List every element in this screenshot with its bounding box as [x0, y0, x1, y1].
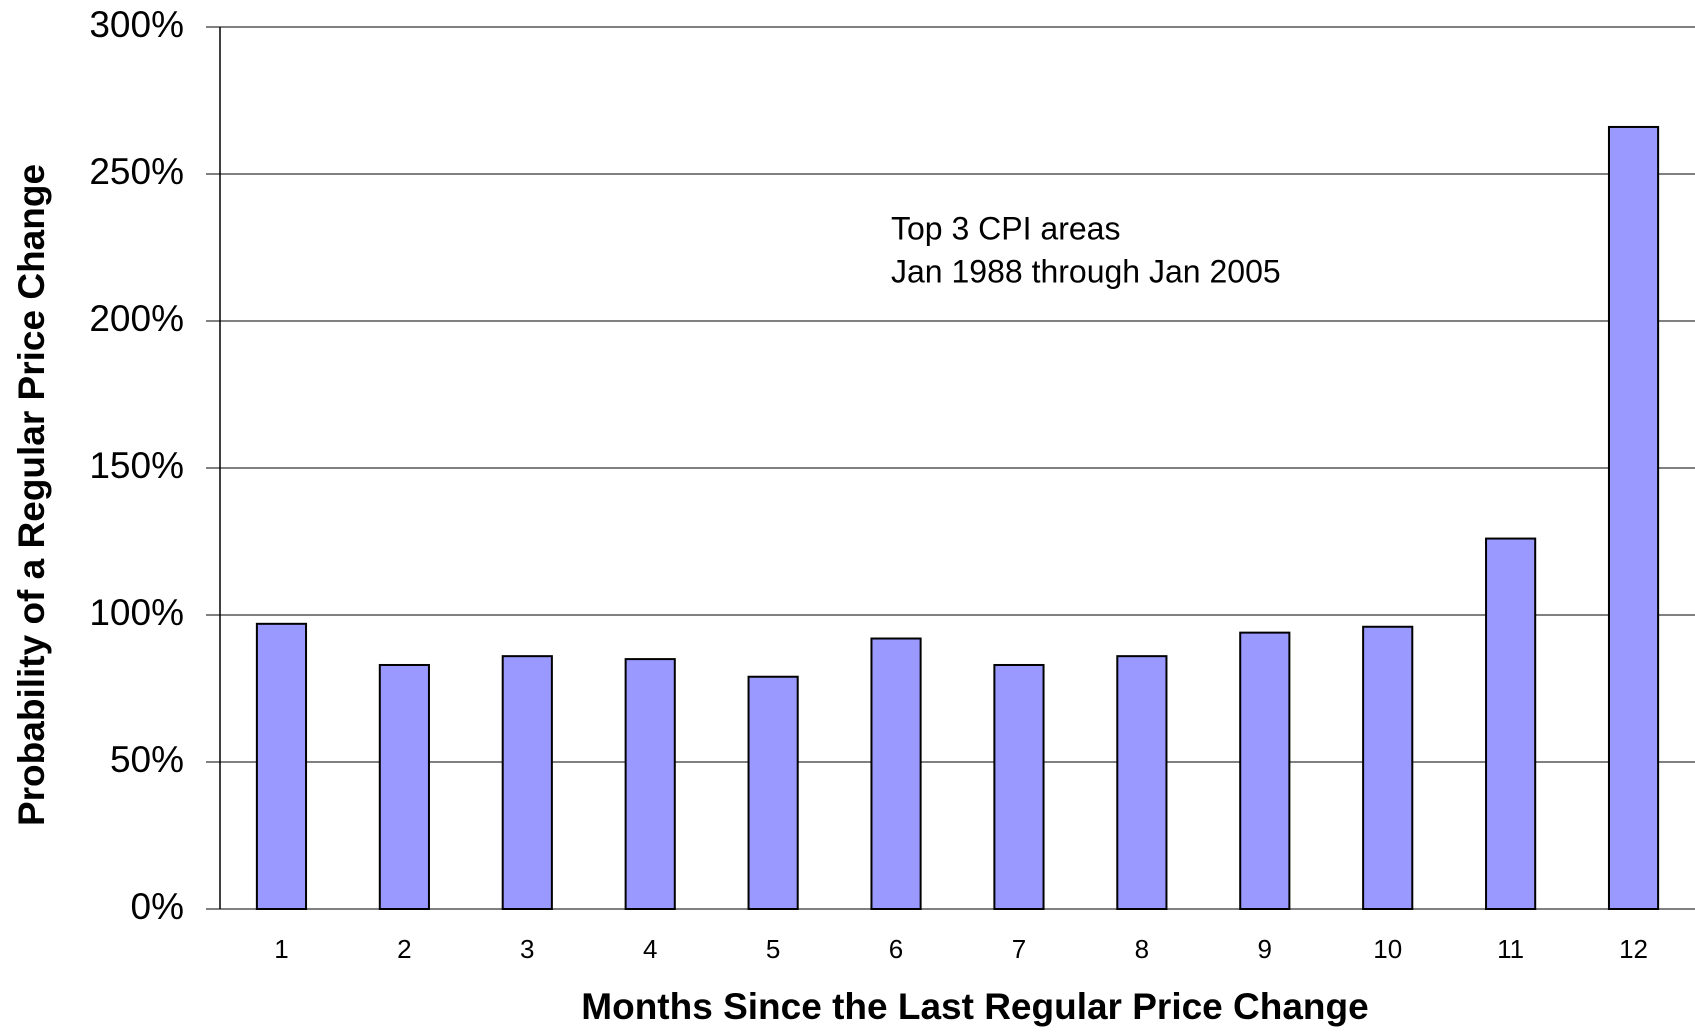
bar [1239, 631, 1291, 910]
x-tick-label: 10 [1373, 934, 1402, 964]
bar [870, 637, 922, 911]
bar [1607, 125, 1660, 910]
x-tick-label: 5 [766, 934, 780, 964]
x-tick-label: 1 [274, 934, 288, 964]
bar [1362, 625, 1414, 910]
bar [1116, 655, 1168, 910]
y-tick-label: 0% [131, 886, 184, 927]
y-tick-label: 200% [89, 298, 184, 339]
y-tick-label: 150% [89, 445, 184, 486]
y-tick-label: 100% [89, 592, 184, 633]
x-tick-label: 7 [1012, 934, 1026, 964]
y-tick-label: 50% [110, 739, 184, 780]
bar [747, 675, 799, 910]
y-tick-label: 250% [89, 151, 184, 192]
x-tick-label: 11 [1497, 934, 1524, 964]
annotation: Jan 1988 through Jan 2005 [891, 253, 1281, 289]
bar [378, 663, 430, 910]
bar [993, 663, 1045, 910]
x-tick-label: 2 [397, 934, 411, 964]
x-tick-label: 4 [643, 934, 657, 964]
x-tick-label: 12 [1619, 934, 1648, 964]
x-tick-label: 3 [520, 934, 534, 964]
y-tick-label: 300% [89, 4, 184, 45]
x-tick-label: 8 [1135, 934, 1149, 964]
bar [501, 655, 553, 910]
bar [255, 622, 308, 910]
annotation: Top 3 CPI areas [891, 210, 1120, 246]
y-axis-title: Probability of a Regular Price Change [11, 164, 52, 826]
x-tick-label: 6 [889, 934, 903, 964]
x-axis-title: Months Since the Last Regular Price Chan… [581, 986, 1368, 1027]
bar [1485, 537, 1537, 910]
x-tick-label: 9 [1258, 934, 1272, 964]
bar [624, 658, 676, 910]
